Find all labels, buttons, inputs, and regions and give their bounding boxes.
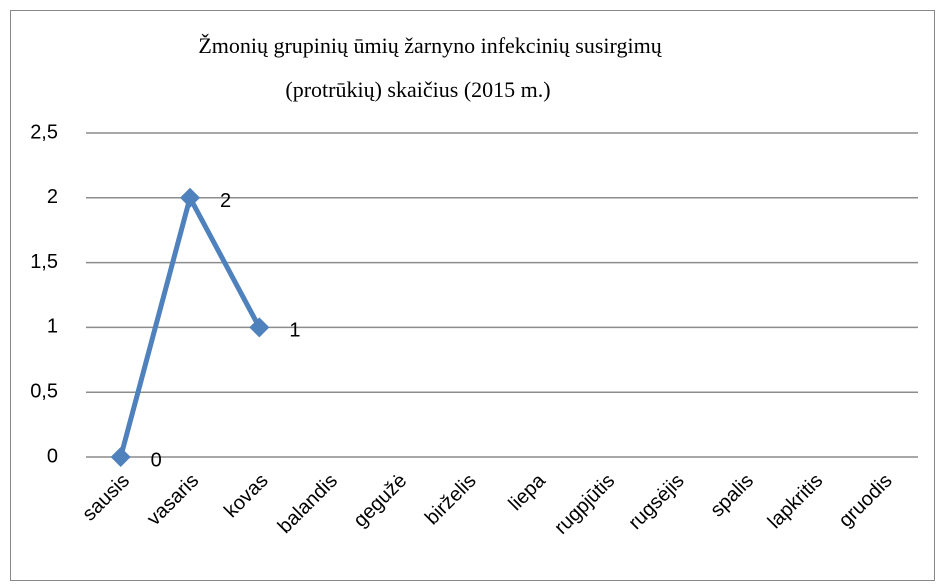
- chart-title: (protrūkių) skaičius (2015 m.): [285, 77, 550, 102]
- marker: [180, 187, 200, 208]
- y-tick-label: 1: [47, 316, 58, 338]
- marker: [110, 447, 131, 467]
- marker: [249, 317, 270, 338]
- y-tick-label: 1,5: [30, 251, 58, 273]
- data-label: 2: [220, 190, 231, 212]
- y-tick-label: 2,5: [30, 121, 58, 143]
- data-label: 0: [151, 449, 162, 471]
- y-tick-label: 0,5: [30, 380, 58, 402]
- y-tick-label: 0: [47, 445, 58, 467]
- chart-title: Žmonių grupinių ūmių žarnyno infekcinių …: [198, 33, 662, 58]
- data-label: 1: [289, 320, 300, 342]
- y-tick-label: 2: [47, 186, 58, 208]
